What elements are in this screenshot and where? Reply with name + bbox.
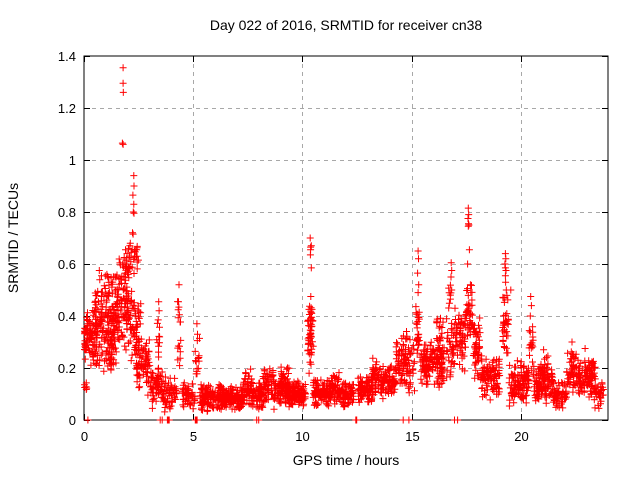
axis-ticks xyxy=(84,56,608,421)
x-tick-label: 10 xyxy=(295,429,309,444)
y-tick-label: 1.2 xyxy=(58,101,76,116)
tick-labels: 0 5 10 15 20 0 0.2 0.4 0.6 0.8 1 1.2 1.4 xyxy=(58,49,529,444)
x-tick-label: 15 xyxy=(405,429,419,444)
x-axis-label: GPS time / hours xyxy=(293,452,400,468)
y-tick-label: 0.6 xyxy=(58,257,76,272)
y-tick-label: 0.2 xyxy=(58,361,76,376)
plot-border xyxy=(83,55,609,421)
grid-lines xyxy=(84,56,608,420)
y-tick-label: 1.4 xyxy=(58,49,76,64)
y-tick-label: 0.8 xyxy=(58,205,76,220)
y-tick-label: 0 xyxy=(69,413,76,428)
x-tick-label: 0 xyxy=(81,429,88,444)
y-tick-label: 0.4 xyxy=(58,309,76,324)
x-tick-label: 20 xyxy=(514,429,528,444)
data-points xyxy=(81,64,607,424)
y-axis-label: SRMTID / TECUs xyxy=(5,183,21,293)
chart-title: Day 022 of 2016, SRMTID for receiver cn3… xyxy=(210,17,483,33)
x-tick-label: 5 xyxy=(190,429,197,444)
y-tick-label: 1 xyxy=(69,153,76,168)
